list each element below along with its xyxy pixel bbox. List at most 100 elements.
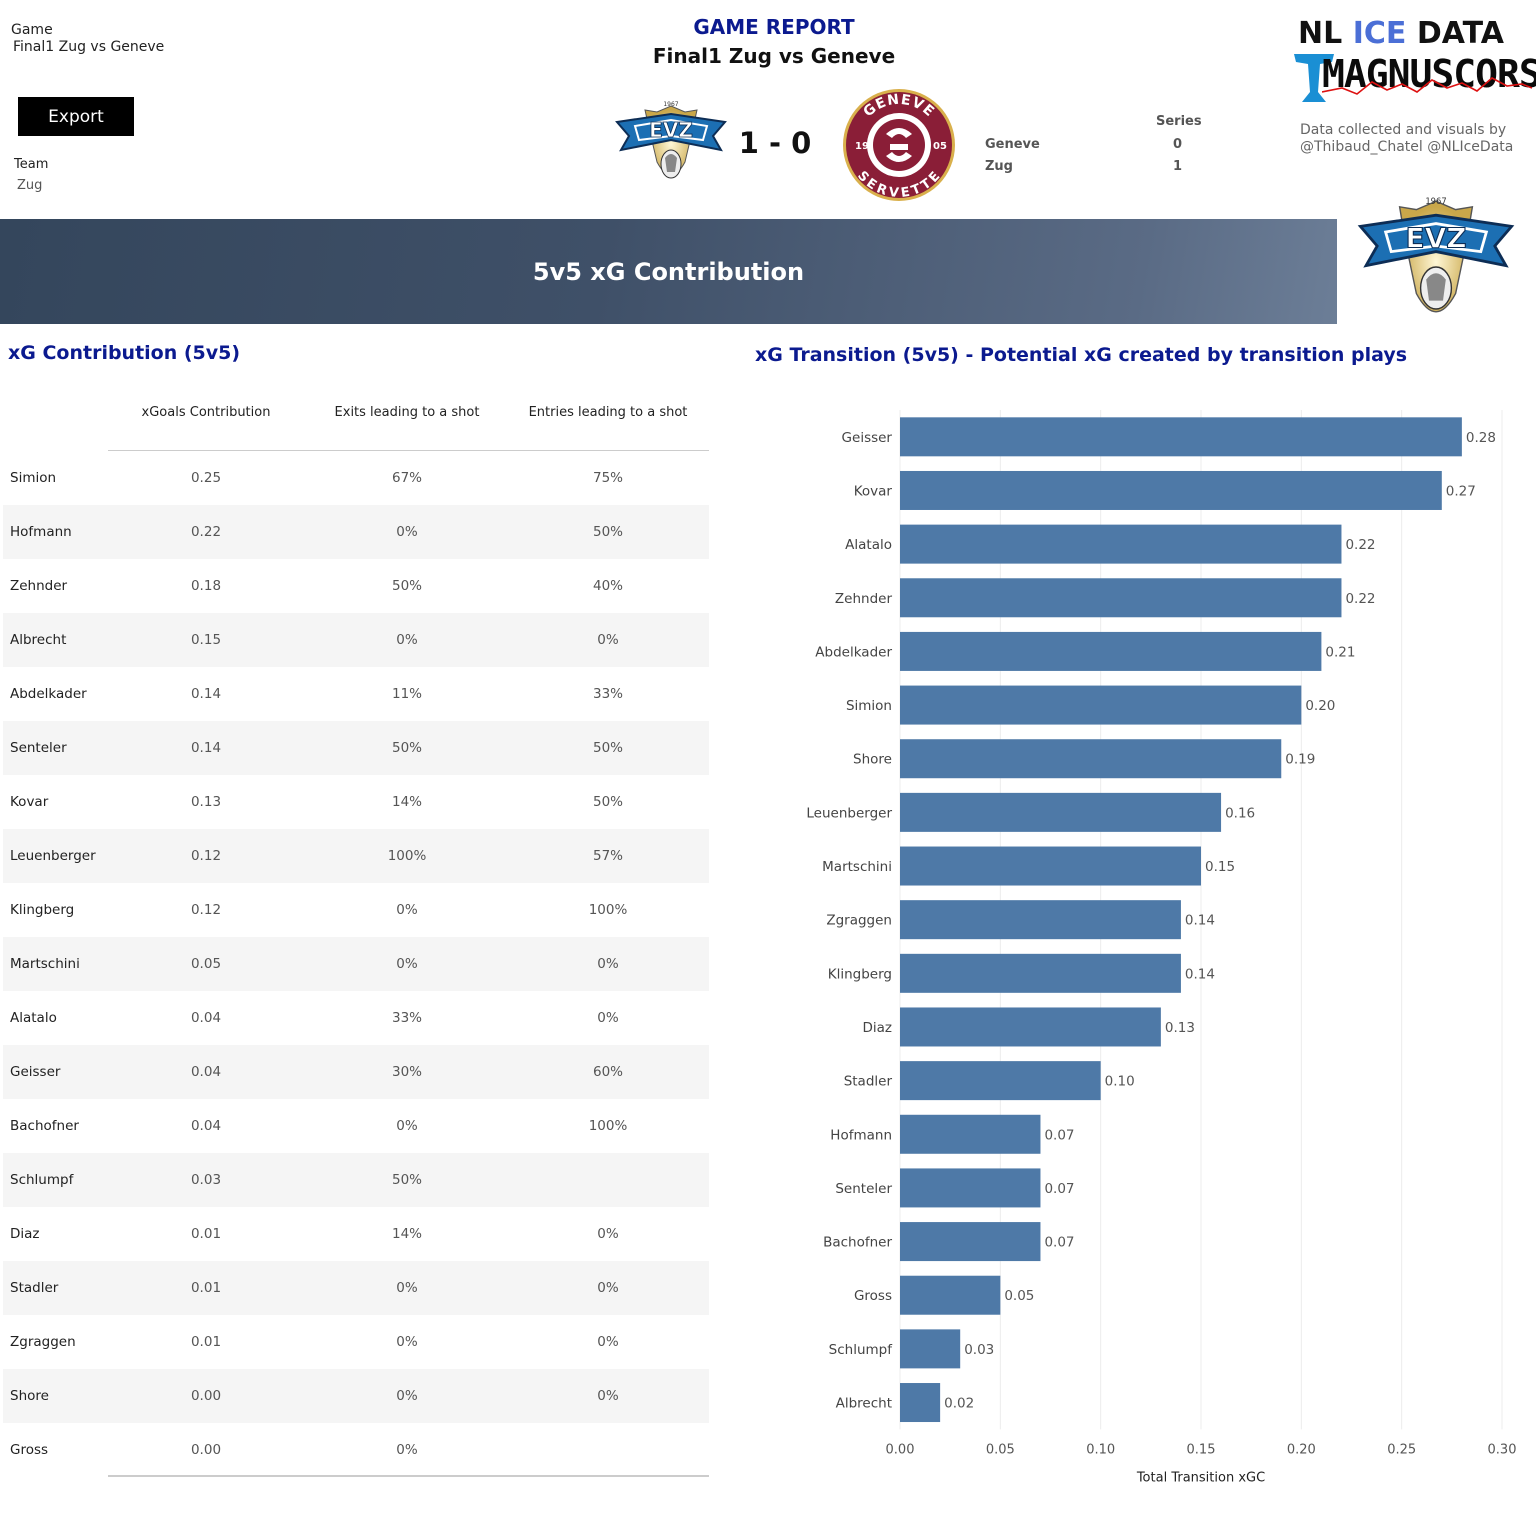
category-label: Leuenberger <box>806 805 892 821</box>
table-row[interactable]: Zgraggen 0.01 0% 0% <box>3 1315 709 1369</box>
player-name: Hofmann <box>10 524 72 540</box>
entries-leading-to-shot: 0% <box>597 1388 619 1404</box>
xgoals-contribution: 0.13 <box>190 794 222 810</box>
table-row[interactable]: Senteler 0.14 50% 50% <box>3 721 709 775</box>
table-row[interactable]: Hofmann 0.22 0% 50% <box>3 505 709 559</box>
exits-leading-to-shot: 11% <box>391 686 423 702</box>
geneve-logo-icon: GENEVE SERVETTE 19 05 <box>843 89 955 201</box>
column-header[interactable]: Exits leading to a shot <box>334 405 480 420</box>
bar <box>900 1114 1041 1154</box>
brand-word-3: DATA <box>1416 16 1504 51</box>
entries-leading-to-shot: 100% <box>588 902 628 918</box>
team-filter-value[interactable]: Zug <box>17 178 43 193</box>
data-label: 0.13 <box>1165 1020 1195 1036</box>
table-row[interactable]: Abdelkader 0.14 11% 33% <box>3 667 709 721</box>
x-axis-label: Total Transition xGC <box>1136 1470 1265 1485</box>
table-row[interactable]: Shore 0.00 0% 0% <box>3 1369 709 1423</box>
category-label: Martschini <box>822 859 892 875</box>
exits-leading-to-shot: 50% <box>391 1172 423 1188</box>
x-tick-label: 0.05 <box>986 1442 1015 1457</box>
data-label: 0.16 <box>1225 805 1255 821</box>
table-row[interactable]: Schlumpf 0.03 50% <box>3 1153 709 1207</box>
category-label: Zgraggen <box>826 913 892 929</box>
report-subtitle: Final1 Zug vs Geneve <box>652 44 896 68</box>
xgoals-contribution: 0.14 <box>190 740 222 756</box>
category-label: Kovar <box>854 483 893 499</box>
chart-title: xG Transition (5v5) - Potential xG creat… <box>755 344 1408 366</box>
player-name: Alatalo <box>10 1010 57 1026</box>
x-tick-label: 0.30 <box>1488 1442 1517 1457</box>
bar <box>900 417 1462 457</box>
player-name: Simion <box>10 470 57 486</box>
exits-leading-to-shot: 50% <box>391 578 423 594</box>
xgoals-contribution: 0.04 <box>190 1064 222 1080</box>
column-header[interactable]: Entries leading to a shot <box>528 405 688 420</box>
column-header[interactable]: xGoals Contribution <box>141 405 271 420</box>
table-row[interactable]: Geisser 0.04 30% 60% <box>3 1045 709 1099</box>
away-logo-right: 05 <box>933 141 947 152</box>
table-row[interactable]: Stadler 0.01 0% 0% <box>3 1261 709 1315</box>
category-label: Shore <box>853 752 892 768</box>
game-filter-label: Game <box>11 22 53 38</box>
game-filter-value[interactable]: Final1 Zug vs Geneve <box>13 39 165 55</box>
xgoals-contribution: 0.22 <box>190 524 222 540</box>
data-label: 0.05 <box>1004 1288 1034 1304</box>
bar <box>900 1329 961 1369</box>
category-label: Klingberg <box>828 966 892 982</box>
category-label: Stadler <box>844 1074 893 1090</box>
table-row[interactable]: Albrecht 0.15 0% 0% <box>3 613 709 667</box>
exits-leading-to-shot: 14% <box>391 794 423 810</box>
score: 1 - 0 <box>738 126 812 160</box>
player-name: Gross <box>10 1442 49 1458</box>
table-row[interactable]: Simion 0.25 67% 75% <box>3 451 709 505</box>
bar <box>900 1007 1161 1047</box>
entries-leading-to-shot: 50% <box>592 794 624 810</box>
category-label: Schlumpf <box>829 1342 894 1358</box>
team-logo-large-text: EVZ <box>1405 221 1466 254</box>
table-row[interactable]: Bachofner 0.04 0% 100% <box>3 1099 709 1153</box>
table-row[interactable]: Martschini 0.05 0% 0% <box>3 937 709 991</box>
trophy-icon <box>1294 54 1334 102</box>
table-row[interactable]: Kovar 0.13 14% 50% <box>3 775 709 829</box>
player-name: Albrecht <box>10 632 67 648</box>
exits-leading-to-shot: 0% <box>396 956 418 972</box>
series-label: Series <box>1156 114 1202 129</box>
entries-leading-to-shot: 100% <box>588 1118 628 1134</box>
export-button[interactable]: Export <box>18 97 134 136</box>
category-label: Gross <box>854 1288 892 1304</box>
team-logo-large-year: 1967 <box>1425 196 1446 206</box>
bar <box>900 470 1442 510</box>
player-name: Leuenberger <box>10 848 96 864</box>
xgoals-contribution: 0.00 <box>190 1442 222 1458</box>
data-label: 0.22 <box>1345 537 1375 553</box>
series-team-1: Geneve <box>985 137 1040 152</box>
bar <box>900 1168 1041 1208</box>
bar <box>900 631 1322 671</box>
xgoals-contribution: 0.18 <box>190 578 222 594</box>
exits-leading-to-shot: 100% <box>387 848 427 864</box>
category-label: Albrecht <box>836 1396 892 1412</box>
table-row[interactable]: Leuenberger 0.12 100% 57% <box>3 829 709 883</box>
table-row[interactable]: Gross 0.00 0% <box>3 1423 709 1477</box>
brand-logo: NL ICE DATA <box>1298 16 1504 51</box>
entries-leading-to-shot: 33% <box>592 686 624 702</box>
player-name: Zgraggen <box>10 1334 76 1350</box>
xg-transition-bar-chart: 0.00 0.05 0.10 0.15 0.20 0.25 0.30 Geisser 0.28 K… <box>806 410 1517 1485</box>
player-name: Stadler <box>10 1280 59 1296</box>
player-name: Diaz <box>10 1226 40 1242</box>
data-label: 0.07 <box>1044 1181 1074 1197</box>
table-row[interactable]: Alatalo 0.04 33% 0% <box>3 991 709 1045</box>
xgoals-contribution: 0.00 <box>190 1388 222 1404</box>
player-name: Schlumpf <box>10 1172 74 1188</box>
brand-word-1: NL <box>1298 16 1343 51</box>
xgoals-contribution: 0.03 <box>190 1172 222 1188</box>
credit-line-1: Data collected and visuals by <box>1300 122 1507 138</box>
exits-leading-to-shot: 0% <box>396 902 418 918</box>
category-label: Simion <box>846 698 892 714</box>
table-row[interactable]: Zehnder 0.18 50% 40% <box>3 559 709 613</box>
bar <box>900 524 1342 564</box>
table-row[interactable]: Klingberg 0.12 0% 100% <box>3 883 709 937</box>
xgoals-contribution: 0.12 <box>190 902 222 918</box>
table-row[interactable]: Diaz 0.01 14% 0% <box>3 1207 709 1261</box>
exits-leading-to-shot: 67% <box>391 470 423 486</box>
